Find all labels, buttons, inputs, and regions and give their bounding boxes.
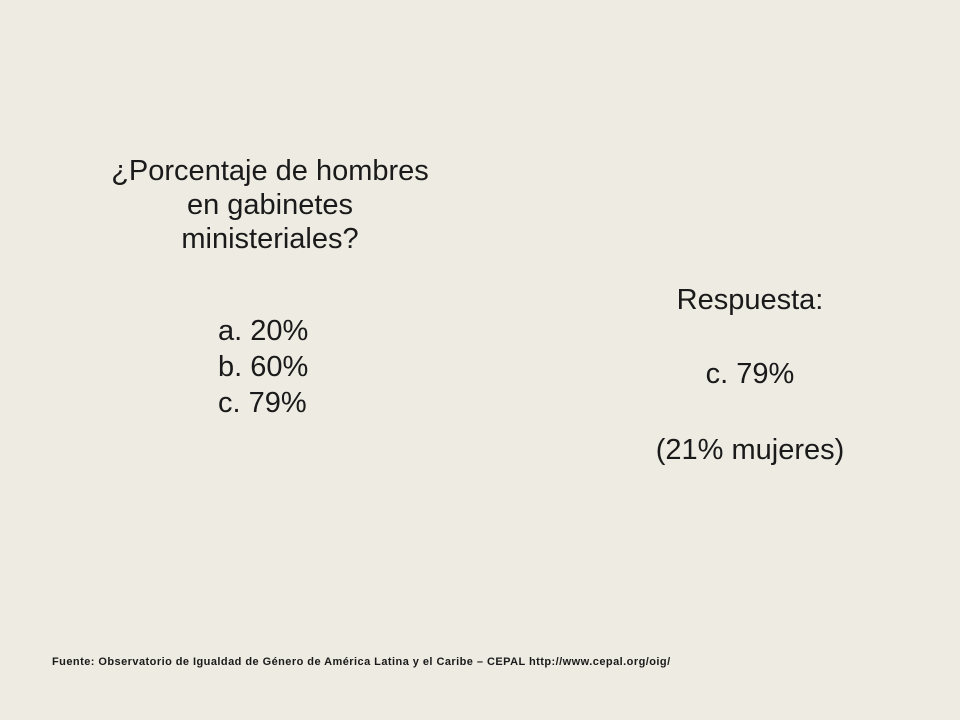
question-line-3: ministeriales?	[181, 223, 359, 255]
option-b: b. 60%	[218, 351, 309, 383]
question-text: ¿Porcentaje de hombres en gabinetes mini…	[70, 154, 470, 256]
option-c: c. 79%	[218, 387, 307, 419]
answer-label: Respuesta:	[676, 284, 824, 316]
answer-options: a. 20% b. 60% c. 79%	[218, 313, 308, 421]
question-line-1: ¿Porcentaje de hombres	[111, 155, 429, 187]
answer-note: (21% mujeres)	[655, 434, 845, 466]
option-a: a. 20%	[218, 315, 309, 347]
answer-value: c. 79%	[705, 358, 795, 390]
question-line-2: en gabinetes	[186, 189, 354, 221]
source-citation: Fuente: Observatorio de Igualdad de Géne…	[52, 656, 671, 668]
